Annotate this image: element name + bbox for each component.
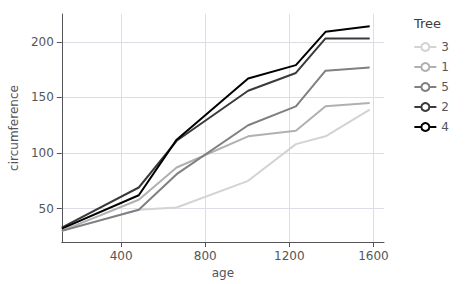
svg-text:age: age <box>212 266 234 280</box>
svg-text:1600: 1600 <box>358 249 389 263</box>
svg-text:400: 400 <box>110 249 133 263</box>
svg-text:Tree: Tree <box>413 16 441 31</box>
svg-text:1200: 1200 <box>274 249 305 263</box>
svg-text:200: 200 <box>31 35 54 49</box>
svg-text:150: 150 <box>31 90 54 104</box>
svg-text:1: 1 <box>441 60 449 74</box>
svg-text:3: 3 <box>441 40 449 54</box>
svg-text:circumference: circumference <box>7 85 21 171</box>
svg-text:4: 4 <box>441 120 449 134</box>
svg-text:50: 50 <box>39 202 54 216</box>
svg-text:2: 2 <box>441 100 449 114</box>
svg-text:100: 100 <box>31 146 54 160</box>
svg-text:800: 800 <box>194 249 217 263</box>
svg-text:5: 5 <box>441 80 449 94</box>
